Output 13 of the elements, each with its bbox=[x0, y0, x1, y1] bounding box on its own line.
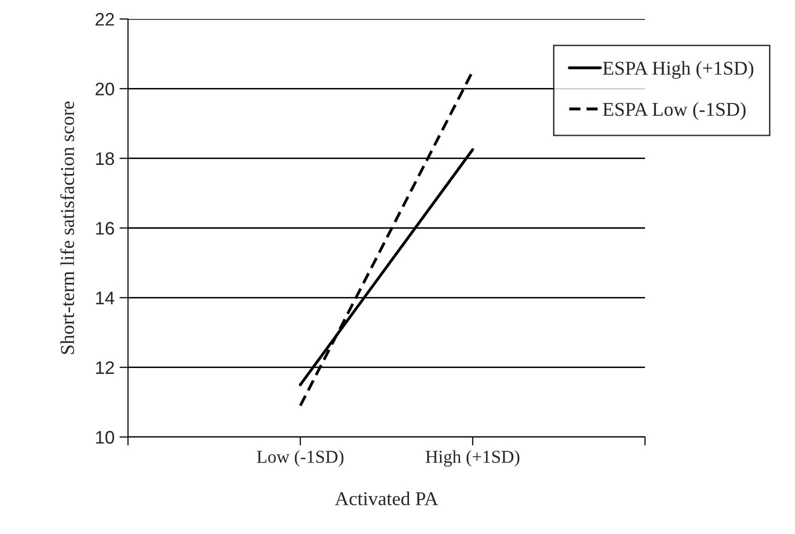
legend-label: ESPA High (+1SD) bbox=[602, 61, 754, 79]
y-tick-label: 22 bbox=[96, 12, 114, 26]
y-tick-label: 14 bbox=[96, 292, 114, 304]
y-tick-label: 20 bbox=[96, 82, 114, 96]
legend-label: ESPA Low (-1SD) bbox=[602, 102, 746, 120]
y-tick-label: 18 bbox=[96, 152, 114, 166]
y-tick-label: 16 bbox=[96, 222, 114, 235]
x-tick-label: High (+1SD) bbox=[426, 450, 520, 467]
x-axis-title: Activated PA bbox=[334, 492, 438, 506]
y-tick-label: 10 bbox=[96, 430, 114, 444]
x-tick-label: Low (-1SD) bbox=[256, 450, 344, 467]
y-tick-label: 12 bbox=[96, 361, 114, 374]
y-axis-title: Short-term life satisfaction score bbox=[60, 102, 74, 354]
